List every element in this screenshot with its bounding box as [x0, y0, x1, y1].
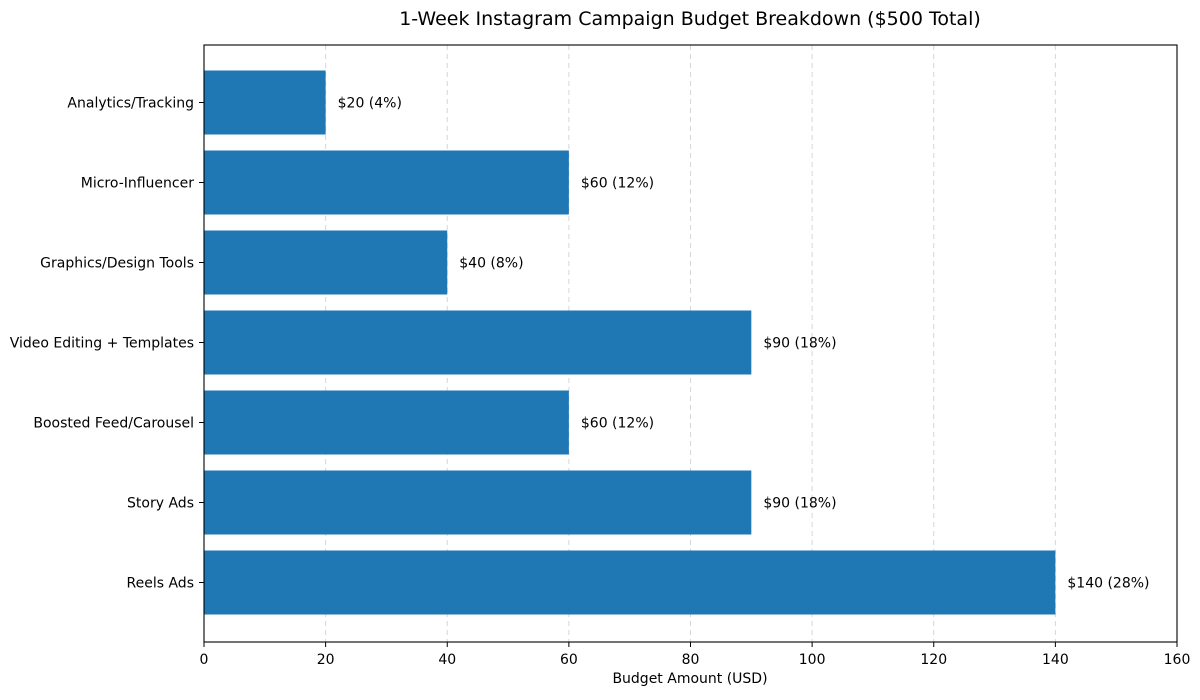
y-tick-label: Analytics/Tracking: [67, 96, 194, 112]
data-label: $60 (12%): [581, 416, 654, 432]
x-axis-title: Budget Amount (USD): [612, 671, 767, 687]
bar: [204, 470, 752, 535]
data-label: $60 (12%): [581, 176, 654, 192]
x-tick-label: 20: [317, 652, 335, 668]
x-tick-label: 40: [438, 652, 456, 668]
y-tick-label: Story Ads: [127, 496, 194, 512]
bar: [204, 230, 448, 295]
y-tick-label: Reels Ads: [127, 576, 194, 592]
x-tick-label: 100: [799, 652, 826, 668]
x-tick-label: 80: [682, 652, 700, 668]
data-labels: $140 (28%) $90 (18%) $60 (12%) $90 (18%) $40…: [338, 96, 1150, 592]
x-tick-label: 140: [1042, 652, 1069, 668]
y-tick-label: Video Editing + Templates: [10, 336, 194, 352]
y-axis: Reels Ads Story Ads Boosted Feed/Carousel V…: [10, 96, 204, 592]
x-tick-label: 60: [560, 652, 578, 668]
y-tick-label: Graphics/Design Tools: [40, 256, 194, 272]
data-label: $20 (4%): [338, 96, 402, 112]
x-tick-label: 120: [920, 652, 947, 668]
data-label: $90 (18%): [763, 496, 836, 512]
bar: [204, 70, 326, 135]
chart-title: 1-Week Instagram Campaign Budget Breakdo…: [399, 8, 981, 30]
x-tick-label: 160: [1164, 652, 1191, 668]
bar: [204, 390, 569, 455]
data-label: $90 (18%): [763, 336, 836, 352]
bar: [204, 150, 569, 215]
y-tick-label: Boosted Feed/Carousel: [33, 416, 194, 432]
y-tick-label: Micro-Influencer: [81, 176, 194, 192]
data-label: $140 (28%): [1067, 576, 1149, 592]
x-axis: 0 20 40 60 80 100 120 140 160: [200, 642, 1191, 668]
data-label: $40 (8%): [459, 256, 523, 272]
x-tick-label: 0: [200, 652, 209, 668]
bars: [204, 70, 1056, 615]
bar: [204, 550, 1056, 615]
bar: [204, 310, 752, 375]
